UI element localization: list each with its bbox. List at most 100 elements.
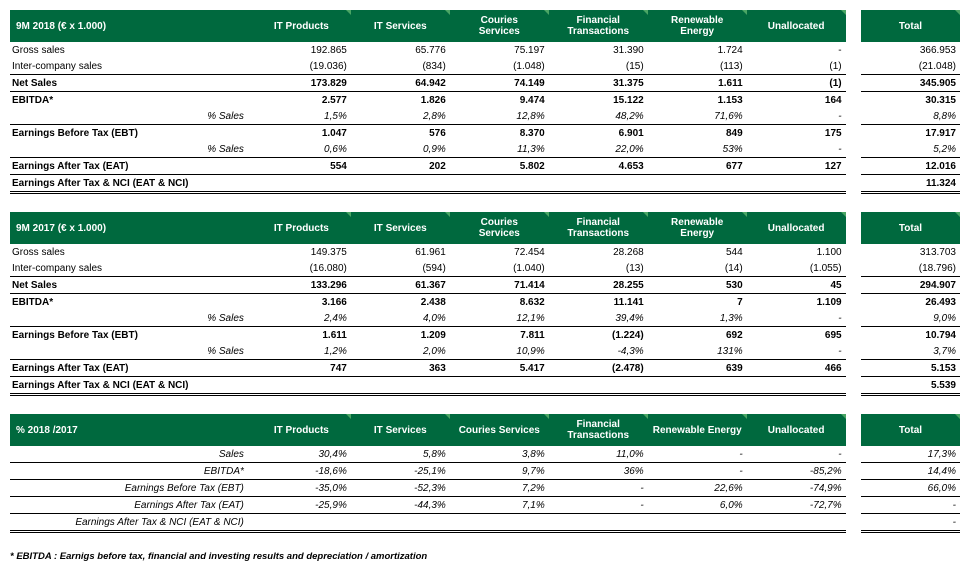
col-header: Unallocated	[747, 10, 846, 42]
col-header: FinancialTransactions	[549, 212, 648, 244]
cell: 30,4%	[252, 446, 351, 463]
cell: -	[549, 497, 648, 514]
cell	[648, 175, 747, 193]
cell	[549, 377, 648, 395]
cell: (13)	[549, 260, 648, 277]
cell: 173.829	[252, 75, 351, 92]
row-label: Earnings Before Tax (EBT)	[10, 480, 252, 497]
row-label: % Sales	[10, 108, 252, 125]
cell-total: 14,4%	[861, 463, 960, 480]
cell: (19.036)	[252, 58, 351, 75]
cell: 1.153	[648, 92, 747, 109]
cell	[747, 175, 846, 193]
cell: 3,8%	[450, 446, 549, 463]
cell: 72.454	[450, 244, 549, 260]
cell: -74,9%	[747, 480, 846, 497]
cell: 36%	[549, 463, 648, 480]
col-header-total: Total	[861, 414, 960, 446]
gap	[846, 175, 861, 193]
cell	[648, 377, 747, 395]
row-label: Earnings Before Tax (EBT)	[10, 125, 252, 142]
gap	[846, 42, 861, 58]
cell	[252, 514, 351, 532]
cell: 1,5%	[252, 108, 351, 125]
cell: 7	[648, 294, 747, 311]
cell-total: 10.794	[861, 327, 960, 344]
gap	[846, 141, 861, 158]
col-header: IT Services	[351, 414, 450, 446]
cell: (1)	[747, 58, 846, 75]
row-label: Earnings After Tax (EAT)	[10, 497, 252, 514]
cell: -	[648, 463, 747, 480]
cell: 2,0%	[351, 343, 450, 360]
cell: -4,3%	[549, 343, 648, 360]
cell	[351, 514, 450, 532]
cell: 6.901	[549, 125, 648, 142]
cell: 576	[351, 125, 450, 142]
cell: (16.080)	[252, 260, 351, 277]
cell: -85,2%	[747, 463, 846, 480]
cell	[747, 377, 846, 395]
cell-total: 5,2%	[861, 141, 960, 158]
cell: 28.268	[549, 244, 648, 260]
cell: 5.802	[450, 158, 549, 175]
cell-total: 5.153	[861, 360, 960, 377]
gap	[846, 377, 861, 395]
gap	[846, 310, 861, 327]
cell: 65.776	[351, 42, 450, 58]
row-label: % Sales	[10, 343, 252, 360]
cell: 192.865	[252, 42, 351, 58]
row-label: Net Sales	[10, 75, 252, 92]
row-label: Earnings After Tax & NCI (EAT & NCI)	[10, 514, 252, 532]
cell	[351, 175, 450, 193]
col-header-total: Total	[861, 212, 960, 244]
gap	[846, 125, 861, 142]
cell: 133.296	[252, 277, 351, 294]
cell-total: 17,3%	[861, 446, 960, 463]
cell: 9,7%	[450, 463, 549, 480]
gap	[846, 327, 861, 344]
table-title: % 2018 /2017	[10, 414, 252, 446]
cell: 22,6%	[648, 480, 747, 497]
cell	[450, 175, 549, 193]
cell: (1.055)	[747, 260, 846, 277]
cell: (14)	[648, 260, 747, 277]
cell: 692	[648, 327, 747, 344]
col-header: Couries Services	[450, 414, 549, 446]
cell: 554	[252, 158, 351, 175]
gap	[846, 10, 861, 42]
gap	[846, 58, 861, 75]
cell	[747, 514, 846, 532]
gap	[846, 108, 861, 125]
cell: -	[747, 343, 846, 360]
cell: 75.197	[450, 42, 549, 58]
cell: -52,3%	[351, 480, 450, 497]
cell: (1)	[747, 75, 846, 92]
cell: (834)	[351, 58, 450, 75]
cell: 39,4%	[549, 310, 648, 327]
col-header: IT Products	[252, 212, 351, 244]
cell: -35,0%	[252, 480, 351, 497]
col-header: CouriesServices	[450, 212, 549, 244]
cell: (1.048)	[450, 58, 549, 75]
gap	[846, 244, 861, 260]
cell-total: 294.907	[861, 277, 960, 294]
cell	[252, 175, 351, 193]
cell-total: 30.315	[861, 92, 960, 109]
cell: 2,4%	[252, 310, 351, 327]
cell-total: -	[861, 514, 960, 532]
gap	[846, 463, 861, 480]
cell: 1,3%	[648, 310, 747, 327]
cell: -	[549, 480, 648, 497]
cell: 6,0%	[648, 497, 747, 514]
cell: 1.826	[351, 92, 450, 109]
cell: 7,2%	[450, 480, 549, 497]
cell: -	[747, 446, 846, 463]
financial-table: 9M 2018 (€ x 1.000)IT ProductsIT Service…	[10, 10, 960, 194]
cell: 530	[648, 277, 747, 294]
cell	[450, 514, 549, 532]
cell: 131%	[648, 343, 747, 360]
col-header: Unallocated	[747, 414, 846, 446]
cell: 164	[747, 92, 846, 109]
cell: 11,0%	[549, 446, 648, 463]
